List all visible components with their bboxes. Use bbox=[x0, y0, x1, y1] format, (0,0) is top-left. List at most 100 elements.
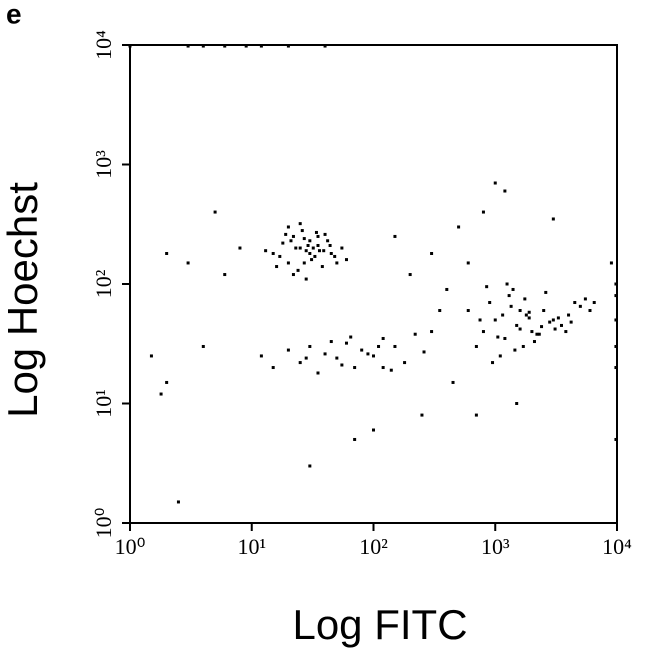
data-point bbox=[544, 290, 548, 294]
data-point bbox=[532, 340, 536, 344]
data-point bbox=[515, 323, 519, 327]
data-point bbox=[551, 318, 555, 322]
data-point bbox=[485, 285, 489, 289]
data-point bbox=[614, 366, 618, 370]
data-point bbox=[501, 313, 505, 317]
data-point bbox=[523, 297, 527, 301]
data-point bbox=[548, 320, 552, 324]
data-point bbox=[165, 380, 169, 384]
data-point bbox=[165, 251, 169, 255]
y-tick-label: 10¹ bbox=[91, 389, 116, 418]
y-tick-label: 10³ bbox=[91, 150, 116, 179]
data-point bbox=[614, 294, 618, 298]
data-point bbox=[430, 251, 434, 255]
data-point bbox=[527, 310, 531, 314]
data-point bbox=[445, 287, 449, 291]
data-point bbox=[488, 301, 492, 305]
data-point bbox=[308, 251, 312, 255]
data-point bbox=[286, 261, 290, 265]
x-tick-label: 10⁰ bbox=[115, 534, 146, 559]
data-point bbox=[275, 265, 279, 269]
data-point bbox=[344, 341, 348, 345]
data-point bbox=[507, 294, 511, 298]
data-point bbox=[524, 313, 528, 317]
data-point bbox=[381, 336, 385, 340]
data-point bbox=[609, 261, 613, 265]
data-point bbox=[302, 237, 306, 241]
data-point bbox=[323, 44, 327, 48]
data-point bbox=[493, 181, 497, 185]
y-tick-label: 10⁰ bbox=[91, 507, 116, 538]
data-point bbox=[294, 246, 298, 250]
data-point bbox=[308, 239, 312, 243]
data-point bbox=[322, 249, 326, 253]
data-point bbox=[521, 344, 525, 348]
data-point bbox=[474, 344, 478, 348]
data-point bbox=[298, 246, 302, 250]
data-point bbox=[128, 44, 132, 48]
data-point bbox=[583, 297, 587, 301]
data-point bbox=[329, 340, 333, 344]
data-point bbox=[493, 318, 497, 322]
data-point bbox=[451, 380, 455, 384]
data-point bbox=[553, 327, 557, 331]
data-point bbox=[614, 318, 618, 322]
data-point bbox=[353, 437, 357, 441]
data-point bbox=[559, 323, 563, 327]
data-point bbox=[408, 273, 412, 277]
data-point bbox=[372, 428, 375, 432]
data-point bbox=[306, 243, 310, 247]
data-point bbox=[278, 254, 282, 258]
data-point bbox=[316, 371, 320, 375]
data-point bbox=[271, 251, 275, 255]
data-point bbox=[515, 402, 519, 405]
y-axis-title: Log Hoechst bbox=[0, 182, 46, 418]
data-point bbox=[556, 316, 560, 320]
data-point bbox=[300, 229, 304, 233]
data-point bbox=[284, 232, 288, 236]
data-point bbox=[457, 225, 461, 229]
data-point bbox=[505, 282, 509, 286]
data-point bbox=[360, 348, 364, 352]
data-point bbox=[537, 332, 541, 336]
data-point bbox=[323, 352, 327, 356]
data-point bbox=[286, 44, 290, 48]
data-point bbox=[569, 320, 573, 324]
data-point bbox=[149, 354, 153, 358]
data-point bbox=[372, 354, 375, 358]
x-tick-label: 10¹ bbox=[237, 534, 266, 559]
data-point bbox=[509, 304, 513, 308]
data-point bbox=[481, 210, 485, 214]
data-point bbox=[366, 352, 370, 356]
data-point bbox=[304, 277, 308, 281]
data-point bbox=[614, 437, 618, 441]
data-point bbox=[340, 246, 344, 250]
data-point bbox=[286, 225, 290, 229]
data-point bbox=[291, 273, 295, 277]
data-point bbox=[530, 330, 534, 334]
data-point bbox=[310, 258, 314, 262]
data-point bbox=[326, 239, 330, 243]
data-point bbox=[289, 239, 293, 243]
data-point bbox=[551, 217, 555, 221]
data-point bbox=[430, 330, 434, 334]
data-point bbox=[518, 327, 522, 331]
data-point bbox=[381, 366, 385, 370]
data-point bbox=[298, 361, 302, 365]
data-point bbox=[527, 316, 531, 320]
data-point bbox=[511, 287, 515, 291]
x-tick-label: 10² bbox=[359, 534, 388, 559]
data-point bbox=[496, 335, 500, 339]
data-point bbox=[333, 254, 337, 258]
data-point bbox=[393, 344, 397, 348]
data-point bbox=[592, 301, 596, 305]
data-point bbox=[308, 344, 312, 348]
data-point bbox=[389, 368, 393, 372]
data-point bbox=[323, 232, 327, 236]
data-point bbox=[213, 210, 217, 214]
data-point bbox=[413, 332, 417, 336]
data-point bbox=[223, 44, 227, 48]
data-point bbox=[264, 249, 268, 253]
y-tick-label: 10⁴ bbox=[91, 30, 116, 60]
